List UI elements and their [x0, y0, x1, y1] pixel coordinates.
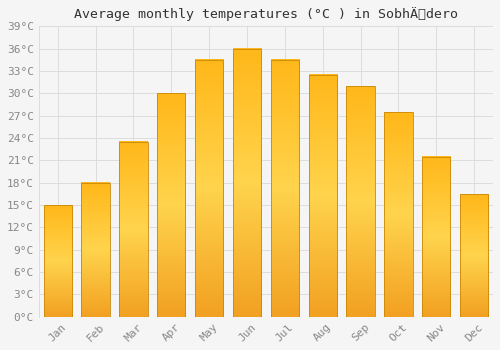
Bar	[195, 60, 224, 317]
Bar	[44, 205, 72, 317]
Bar	[270, 60, 299, 317]
Bar	[308, 75, 337, 317]
Bar	[157, 93, 186, 317]
Bar	[119, 142, 148, 317]
Bar	[422, 157, 450, 317]
Bar	[384, 112, 412, 317]
Title: Average monthly temperatures (°C ) in SobhÄdero: Average monthly temperatures (°C ) in So…	[74, 7, 458, 21]
Bar	[460, 194, 488, 317]
Bar	[233, 49, 261, 317]
Bar	[346, 86, 375, 317]
Bar	[82, 183, 110, 317]
